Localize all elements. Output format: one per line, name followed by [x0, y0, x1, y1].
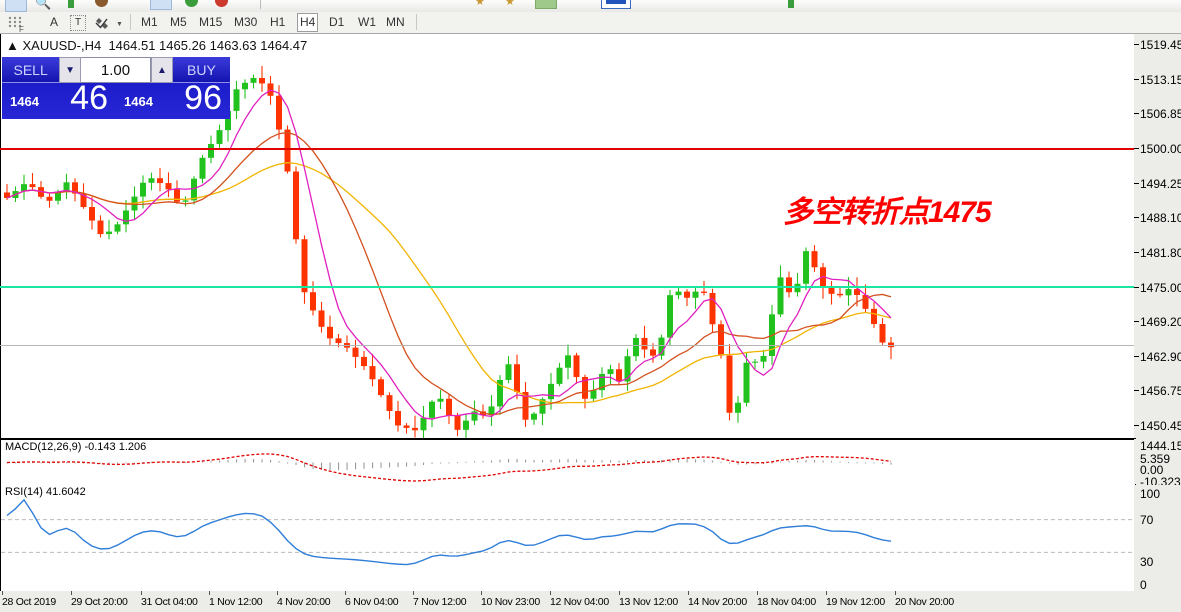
svg-text:F: F [19, 25, 24, 32]
